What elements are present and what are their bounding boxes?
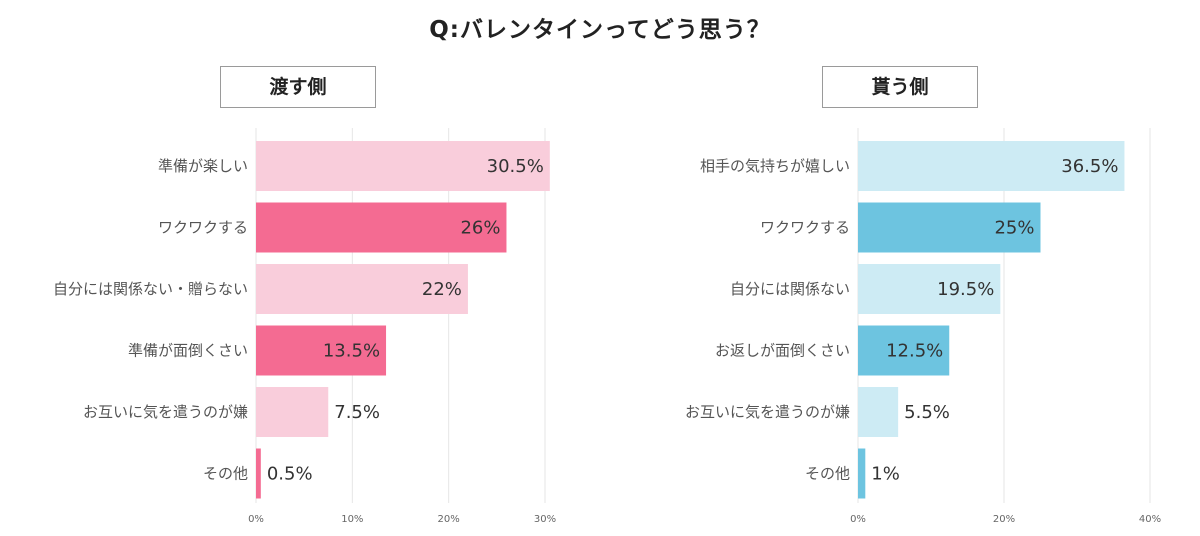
left-category-label: 準備が楽しい (158, 157, 248, 175)
right-value-label: 12.5% (886, 341, 943, 362)
left-value-label: 26% (460, 218, 500, 239)
left-category-label: お互いに気を遣うのが嫌 (83, 403, 248, 421)
right-category-label: 自分には関係ない (730, 280, 850, 298)
right-chart: 0% 20% 40% 相手の気持ちが嬉しい 36.5% ワクワクする 25% 自分には関係ない… (685, 128, 1161, 525)
right-value-label: 1% (871, 464, 900, 485)
right-bar (858, 325, 950, 376)
right-value-label: 19.5% (937, 279, 994, 300)
left-category-label: その他 (203, 465, 248, 483)
left-value-label: 22% (422, 279, 462, 300)
left-tick-label: 0% (248, 514, 264, 525)
left-value-label: 13.5% (323, 341, 380, 362)
right-panel-title: 貰う側 (822, 66, 978, 108)
right-tick-label: 0% (850, 514, 866, 525)
left-bar (256, 202, 507, 253)
right-category-label: ワクワクする (760, 219, 850, 237)
left-chart: 0% 10% 20% 30% 準備が楽しい 30.5% ワクワクする 26% 自分には関係ない・… (53, 128, 556, 525)
left-tick-label: 20% (438, 514, 460, 525)
left-category-label: ワクワクする (158, 219, 248, 237)
right-value-label: 5.5% (904, 402, 950, 423)
left-value-label: 7.5% (334, 402, 380, 423)
left-category-label: 準備が面倒くさい (128, 342, 248, 360)
right-tick-label: 20% (993, 514, 1015, 525)
left-bar (256, 141, 550, 191)
right-category-label: 相手の気持ちが嬉しい (700, 157, 850, 175)
left-bar (256, 325, 387, 376)
left-bar (256, 387, 329, 437)
left-tick-label: 10% (341, 514, 363, 525)
chart-main-title: Q:バレンタインってどう思う？ (429, 17, 771, 43)
right-bar (858, 141, 1125, 191)
right-bar (858, 202, 1041, 253)
right-bar (858, 387, 899, 437)
right-bar (858, 264, 1001, 314)
right-category-label: その他 (805, 465, 850, 483)
left-panel-title: 渡す側 (220, 66, 376, 108)
left-value-label: 30.5% (487, 156, 544, 177)
left-tick-label: 30% (534, 514, 556, 525)
right-tick-label: 40% (1139, 514, 1161, 525)
right-value-label: 36.5% (1061, 156, 1118, 177)
right-bar (858, 448, 866, 499)
left-value-label: 0.5% (267, 464, 313, 485)
right-category-label: お返しが面倒くさい (715, 342, 850, 360)
left-category-label: 自分には関係ない・贈らない (53, 280, 248, 298)
left-bar (256, 264, 468, 314)
right-category-label: お互いに気を遣うのが嫌 (685, 403, 850, 421)
left-bar (256, 448, 261, 499)
right-value-label: 25% (994, 218, 1034, 239)
